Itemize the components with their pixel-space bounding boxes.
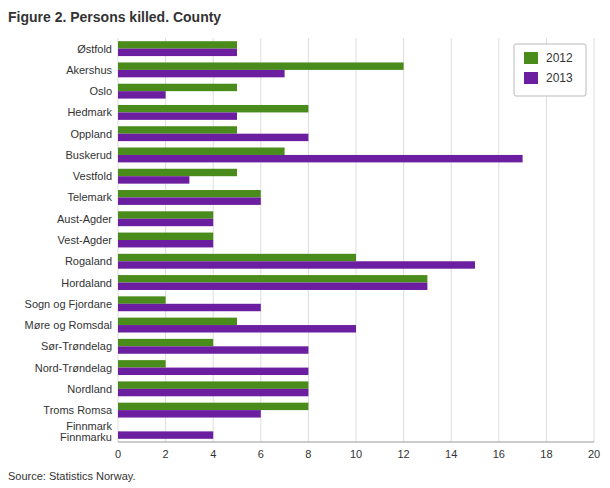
legend-swatch: [524, 72, 538, 84]
bar: [118, 84, 237, 91]
bar: [118, 254, 356, 261]
category-label: Oslo: [89, 85, 112, 97]
bar: [118, 176, 189, 183]
bar: [118, 368, 308, 375]
x-tick-label: 12: [397, 448, 409, 460]
x-tick-label: 8: [305, 448, 311, 460]
category-label: Hordaland: [61, 277, 112, 289]
x-tick-label: 16: [493, 448, 505, 460]
bar: [118, 283, 427, 290]
category-label: Vestfold: [73, 170, 112, 182]
category-label: Nordland: [67, 383, 112, 395]
bar: [118, 233, 213, 240]
bar: [118, 105, 308, 112]
bar: [118, 240, 213, 247]
bars: [118, 41, 523, 439]
grid-line: [356, 38, 357, 442]
x-tick-label: 14: [445, 448, 457, 460]
title: Figure 2. Persons killed. County: [8, 9, 221, 25]
category-label: Vest-Agder: [58, 234, 113, 246]
bar: [118, 126, 237, 133]
bar: [118, 424, 119, 431]
bar: [118, 261, 475, 268]
bar: [118, 219, 213, 226]
source: Source: Statistics Norway.: [8, 470, 136, 482]
bar: [118, 41, 237, 48]
x-tick-label: 20: [588, 448, 600, 460]
bar: [118, 49, 237, 56]
category-label: Buskerud: [66, 149, 112, 161]
legend: 2012 2013: [514, 44, 586, 96]
bar: [118, 155, 523, 162]
category-label: Sør-Trøndelag: [41, 340, 112, 352]
category-label: Telemark: [67, 191, 112, 203]
bar: [118, 70, 285, 77]
category-label: Østfold: [77, 43, 112, 55]
bar: [118, 275, 427, 282]
bar: [118, 134, 308, 141]
bar: [118, 410, 261, 417]
legend-swatch: [524, 52, 538, 64]
grid-line: [546, 38, 547, 442]
category-label: Aust-Agder: [57, 213, 112, 225]
bar: [118, 318, 237, 325]
category-label: Møre og Romsdal: [25, 319, 112, 331]
bar: [118, 346, 308, 353]
bar: [118, 190, 261, 197]
bar: [118, 389, 308, 396]
grid-line: [403, 38, 404, 442]
bar: [118, 403, 308, 410]
bar: [118, 360, 166, 367]
bar: [118, 381, 308, 388]
bar: [118, 211, 213, 218]
chart-svg: Figure 2. Persons killed. County 0 2 4 6 8 10 1…: [0, 0, 610, 488]
chart-container: Figure 2. Persons killed. County 0 2 4 6 8 10 1…: [0, 0, 610, 488]
grid: [118, 38, 594, 442]
grid-line: [594, 38, 595, 442]
category-label: Akershus: [66, 64, 112, 76]
bar: [118, 91, 166, 98]
bar: [118, 339, 213, 346]
legend-frame: [514, 44, 586, 96]
bar: [118, 431, 213, 438]
x-tick-label: 2: [163, 448, 169, 460]
x-tick-label: 0: [115, 448, 121, 460]
legend-label: 2013: [546, 71, 573, 85]
bar: [118, 296, 166, 303]
bar: [118, 148, 285, 155]
bar: [118, 325, 356, 332]
category-label: Sogn og Fjordane: [25, 298, 112, 310]
x-tick-label: 18: [540, 448, 552, 460]
grid-line: [498, 38, 499, 442]
x-tick-label: 6: [258, 448, 264, 460]
category-label: Rogaland: [65, 255, 112, 267]
category-label: Troms Romsa: [43, 404, 113, 416]
grid-line: [451, 38, 452, 442]
category-label: Hedmark: [67, 106, 112, 118]
bar: [118, 304, 261, 311]
bar: [118, 197, 261, 204]
legend-label: 2012: [546, 51, 573, 65]
bar: [118, 169, 237, 176]
category-label: Nord-Trøndelag: [35, 362, 112, 374]
x-tick-label: 4: [210, 448, 216, 460]
category-label: FinnmarkFinnmarku: [60, 420, 112, 443]
x-tick-label: 10: [350, 448, 362, 460]
category-label: Oppland: [70, 128, 112, 140]
bar: [118, 62, 404, 69]
x-axis-line: [118, 442, 594, 443]
bar: [118, 112, 237, 119]
